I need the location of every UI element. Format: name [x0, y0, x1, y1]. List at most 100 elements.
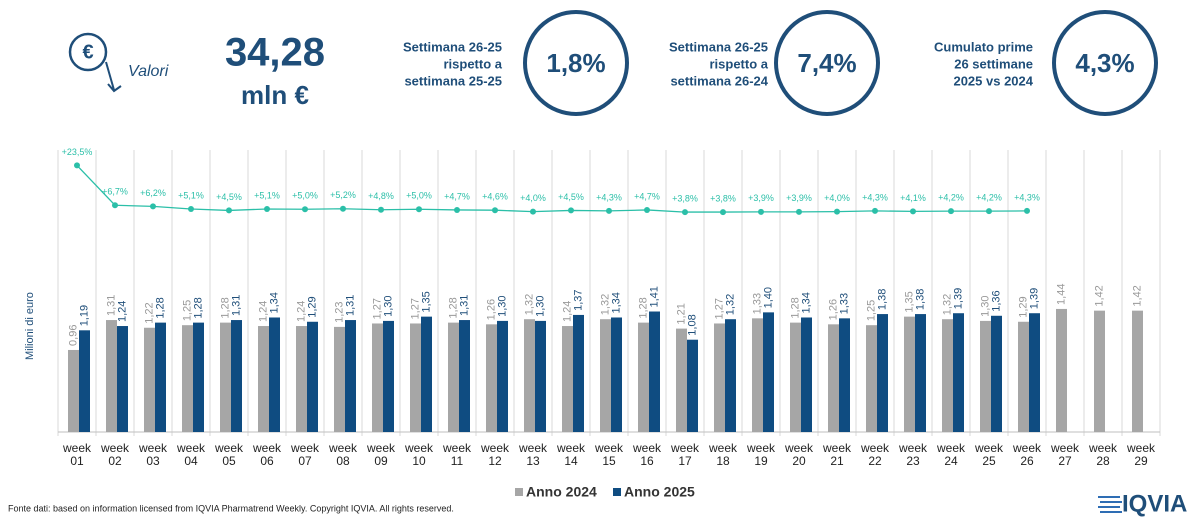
x-tick-label: week 07	[290, 441, 319, 468]
bar-label: 1,31	[344, 295, 356, 316]
x-tick-label: week 13	[518, 441, 547, 468]
bar	[334, 326, 345, 432]
growth-point	[302, 206, 308, 213]
bar	[68, 349, 79, 432]
euro-symbol: €	[82, 41, 93, 63]
kpi-label: Settimana 26-25	[669, 39, 768, 54]
bar-label: 1,29	[1017, 296, 1029, 317]
x-tick-label: week 17	[670, 441, 699, 468]
bar	[106, 320, 117, 432]
bar-label: 1,39	[1028, 288, 1040, 309]
bar	[421, 316, 432, 432]
growth-point	[150, 203, 156, 210]
bar	[182, 325, 193, 432]
bar-label: 1,32	[523, 294, 535, 315]
bar	[231, 320, 242, 432]
growth-label: +3,8%	[672, 193, 698, 203]
growth-label: +5,1%	[178, 190, 204, 200]
growth-label: +4,8%	[368, 191, 394, 201]
bar-label: 1,28	[154, 297, 166, 318]
x-tick-label: week 19	[746, 441, 775, 468]
bar-label: 1,35	[420, 291, 432, 312]
bar	[258, 326, 269, 432]
bar-label: 1,25	[865, 300, 877, 321]
bar-label: 1,26	[485, 299, 497, 320]
growth-point	[454, 206, 460, 213]
bar-label: 1,30	[382, 295, 394, 316]
x-tick-label: week 14	[556, 441, 585, 468]
bar	[980, 320, 991, 432]
bar	[600, 319, 611, 432]
growth-label: +23,5%	[62, 147, 93, 157]
growth-point	[682, 209, 688, 216]
x-tick-label: week 18	[708, 441, 737, 468]
growth-label: +4,3%	[1014, 192, 1040, 202]
bar-label: 1,28	[219, 297, 231, 318]
bar-label: 1,32	[941, 294, 953, 315]
kpi-circle	[774, 10, 880, 116]
growth-point	[416, 206, 422, 213]
growth-point	[1024, 207, 1030, 214]
bar	[649, 311, 660, 432]
bar-label: 1,24	[257, 301, 269, 322]
bar-label: 1,23	[333, 301, 345, 322]
x-tick-label: week 29	[1126, 441, 1155, 468]
x-tick-label: week 01	[62, 441, 91, 468]
growth-point	[112, 202, 118, 209]
growth-label: +4,0%	[520, 193, 546, 203]
growth-label: +4,1%	[900, 193, 926, 203]
bar	[1132, 310, 1143, 432]
total-unit: mln €	[241, 80, 309, 110]
x-tick-label: week 27	[1050, 441, 1079, 468]
bar-label: 1,27	[409, 298, 421, 319]
bar-label: 1,30	[534, 295, 546, 316]
x-tick-label: week 04	[176, 441, 205, 468]
bar	[524, 319, 535, 432]
kpi-label: Cumulato prime	[934, 39, 1033, 54]
bar	[410, 323, 421, 432]
growth-label: +5,0%	[292, 191, 318, 201]
growth-point	[226, 207, 232, 214]
kpi-label: rispetto a	[709, 56, 768, 71]
bar-label: 1,28	[192, 297, 204, 318]
bar-label: 1,24	[295, 301, 307, 322]
bar	[801, 317, 812, 432]
x-tick-label: week 24	[936, 441, 965, 468]
kpi-label: Settimana 26-25	[403, 39, 502, 54]
bar-label: 1,31	[458, 295, 470, 316]
bar-label: 1,26	[827, 299, 839, 320]
icon-label: Valori	[128, 63, 169, 80]
kpi-value: 7,4%	[797, 48, 856, 78]
growth-point	[720, 209, 726, 216]
bar	[220, 322, 231, 432]
growth-label: +4,2%	[938, 193, 964, 203]
bar-label: 1,39	[952, 288, 964, 309]
growth-label: +3,8%	[710, 193, 736, 203]
bar-label: 1,22	[143, 302, 155, 323]
legend-label: Anno 2024	[526, 484, 597, 500]
bar-label: 1,30	[979, 295, 991, 316]
growth-point	[872, 207, 878, 214]
bar-label: 1,28	[637, 297, 649, 318]
growth-label: +4,5%	[216, 192, 242, 202]
bar-label: 1,27	[371, 298, 383, 319]
bar-label: 1,21	[675, 303, 687, 324]
bar	[269, 317, 280, 432]
bar	[904, 316, 915, 432]
bar-label: 1,34	[800, 292, 812, 313]
bar-label: 1,34	[610, 292, 622, 313]
growth-point	[378, 206, 384, 213]
growth-point	[796, 208, 802, 215]
bar-label: 1,24	[116, 301, 128, 322]
growth-label: +5,0%	[406, 191, 432, 201]
bar	[117, 326, 128, 432]
bar-label: 1,28	[789, 297, 801, 318]
bar	[1018, 321, 1029, 432]
bar-label: 1,36	[990, 290, 1002, 311]
bar	[459, 320, 470, 432]
growth-point	[188, 206, 194, 213]
growth-label: +4,5%	[558, 192, 584, 202]
growth-point	[644, 206, 650, 213]
